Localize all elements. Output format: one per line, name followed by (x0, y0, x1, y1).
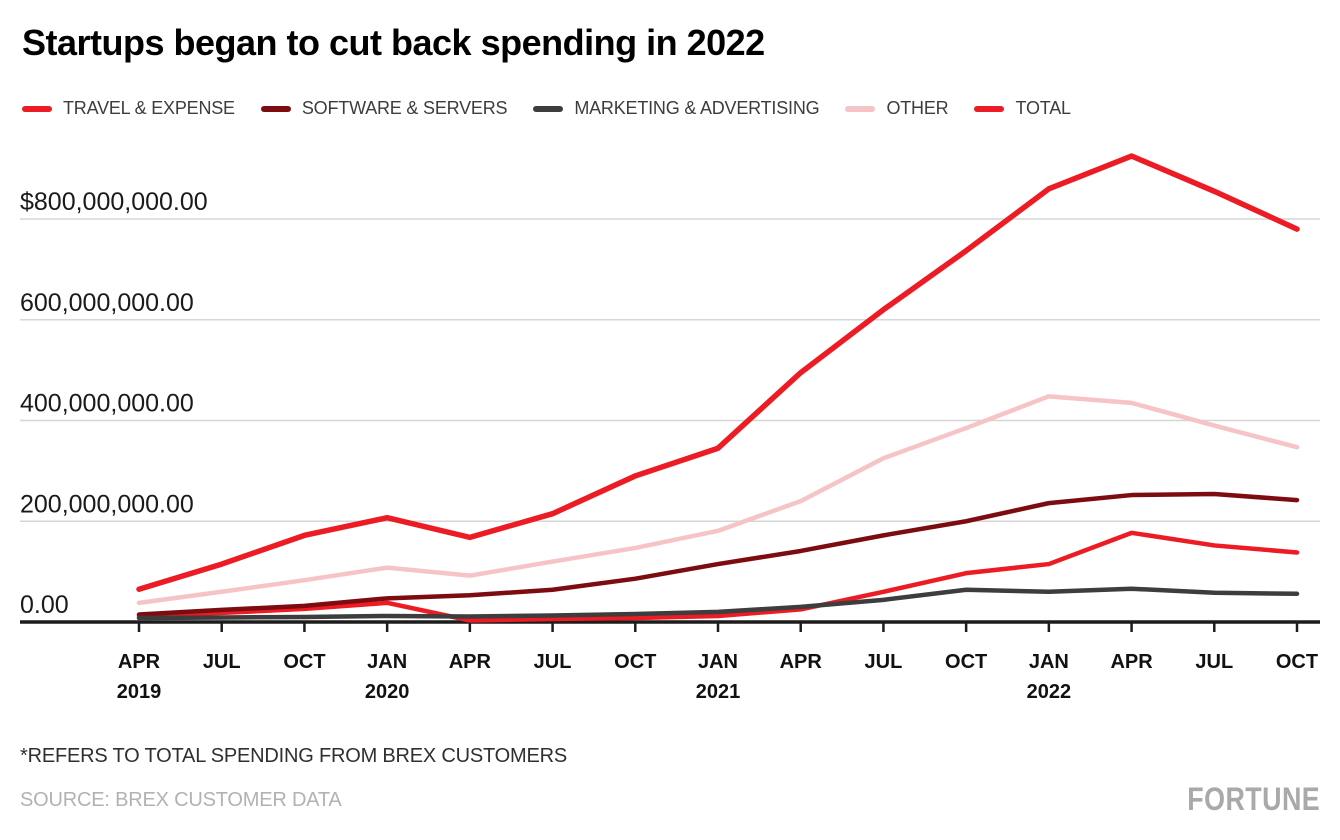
x-tick-label: OCT (945, 651, 987, 673)
x-tick-label: OCT (614, 651, 656, 673)
y-tick-label: 200,000,000.00 (20, 490, 194, 518)
x-tick-label: APR (118, 651, 161, 673)
y-tick-label: 600,000,000.00 (20, 289, 194, 317)
legend-swatch-icon (974, 105, 1005, 112)
legend-item: SOFTWARE & SERVERS (260, 98, 508, 119)
legend-label: MARKETING & ADVERTISING (574, 98, 820, 118)
fortune-logo: FORTUNE (1187, 781, 1320, 817)
x-tick-label: JUL (1195, 651, 1233, 673)
legend-label: OTHER (886, 98, 949, 118)
x-tick-year-label: 2021 (696, 681, 741, 703)
x-tick-label: APR (780, 651, 823, 673)
x-tick-year-label: 2020 (365, 681, 410, 703)
x-tick-label: JUL (534, 651, 572, 673)
series-line-other (136, 394, 1300, 606)
x-tick-label: APR (1110, 651, 1153, 673)
legend: TRAVEL & EXPENSE SOFTWARE & SERVERS MARKET… (22, 98, 1071, 119)
y-tick-label: $800,000,000.00 (20, 188, 208, 216)
source-credit: SOURCE: BREX CUSTOMER DATA (20, 789, 342, 811)
y-tick-label: 0.00 (20, 591, 69, 619)
x-tick-label: APR (449, 651, 492, 673)
x-tick-label: JAN (1029, 651, 1069, 673)
legend-item: OTHER (845, 98, 949, 119)
x-tick-label: OCT (1276, 651, 1318, 673)
x-tick-label: JAN (698, 651, 738, 673)
legend-label: TOTAL (1015, 98, 1071, 118)
legend-swatch-icon (260, 105, 291, 112)
legend-label: SOFTWARE & SERVERS (301, 98, 508, 118)
series-line-software-servers (136, 491, 1300, 617)
series-line-total (136, 153, 1300, 593)
legend-item: MARKETING & ADVERTISING (533, 98, 820, 119)
x-tick-year-label: 2019 (117, 681, 162, 703)
legend-item: TOTAL (974, 98, 1071, 119)
x-tick-label: JAN (367, 651, 407, 673)
legend-swatch-icon (845, 105, 876, 112)
x-tick-year-label: 2022 (1027, 681, 1072, 703)
series-line-marketing-advertising (136, 586, 1300, 621)
y-tick-label: 400,000,000.00 (20, 390, 194, 418)
x-tick-label: JUL (865, 651, 903, 673)
legend-item: TRAVEL & EXPENSE (22, 98, 235, 119)
chart-title: Startups began to cut back spending in 2… (22, 22, 765, 63)
footnote: *REFERS TO TOTAL SPENDING FROM BREX CUST… (20, 745, 568, 767)
x-tick-label: OCT (283, 651, 325, 673)
x-tick-label: JUL (203, 651, 241, 673)
legend-swatch-icon (533, 105, 564, 112)
series-line-travel-expense (136, 530, 1300, 623)
legend-swatch-icon (22, 105, 52, 112)
legend-label: TRAVEL & EXPENSE (63, 98, 235, 118)
